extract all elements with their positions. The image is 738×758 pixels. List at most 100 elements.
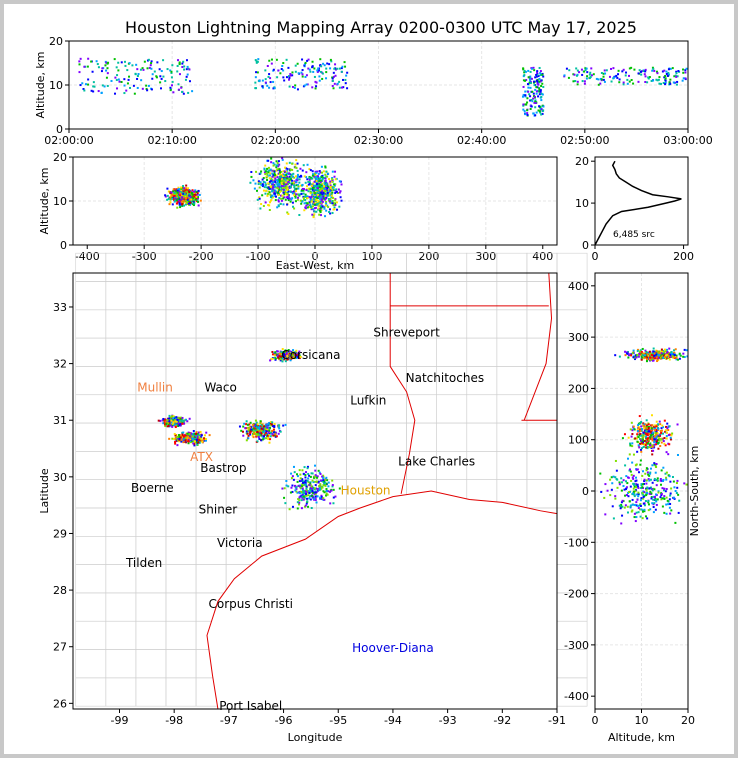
source-point: [279, 180, 282, 183]
source-point: [259, 420, 262, 423]
source-point: [268, 174, 271, 177]
source-point: [274, 431, 277, 434]
source-point: [624, 504, 627, 507]
source-point: [309, 203, 312, 206]
source-point: [322, 62, 325, 65]
source-point: [649, 442, 652, 445]
source-point: [311, 213, 314, 216]
source-point: [320, 165, 323, 168]
source-point: [529, 107, 532, 110]
source-point: [288, 197, 291, 200]
source-point: [661, 351, 664, 354]
source-point: [647, 423, 650, 426]
source-point: [298, 501, 301, 504]
source-point: [178, 73, 181, 76]
source-point: [137, 73, 140, 76]
source-point: [196, 438, 199, 441]
source-point: [106, 84, 109, 87]
source-point: [186, 193, 189, 196]
source-point: [660, 82, 663, 85]
source-point: [635, 356, 638, 359]
source-point: [339, 196, 342, 199]
source-point: [300, 192, 303, 195]
source-point: [331, 191, 334, 194]
source-point: [196, 443, 199, 446]
source-point: [276, 164, 279, 167]
source-point: [542, 105, 545, 108]
source-point: [647, 425, 650, 428]
source-point: [189, 438, 192, 441]
source-point: [312, 173, 315, 176]
source-point: [523, 71, 526, 74]
source-point: [538, 105, 541, 108]
source-point: [643, 423, 646, 426]
x-tick-label: -300: [132, 250, 157, 263]
source-point: [665, 471, 668, 474]
source-point: [296, 491, 299, 494]
source-point: [186, 73, 189, 76]
source-point: [249, 431, 252, 434]
source-point: [275, 160, 278, 163]
source-point: [624, 350, 627, 353]
source-point: [142, 68, 145, 71]
source-point: [294, 163, 297, 166]
source-point: [204, 439, 207, 442]
source-point: [181, 187, 184, 190]
source-point: [270, 179, 273, 182]
source-point: [274, 185, 277, 188]
source-point: [281, 348, 284, 351]
source-point: [267, 438, 270, 441]
source-point: [631, 429, 634, 432]
source-point: [277, 165, 280, 168]
x-tick-label: -91: [548, 714, 566, 727]
source-point: [289, 73, 292, 76]
source-point: [542, 109, 545, 112]
source-point: [639, 433, 642, 436]
source-point: [115, 66, 118, 69]
source-point: [187, 440, 190, 443]
source-point: [293, 484, 296, 487]
source-point: [178, 203, 181, 206]
source-point: [313, 199, 316, 202]
source-point: [583, 82, 586, 85]
source-point: [684, 69, 687, 72]
place-label: Houston: [341, 483, 391, 497]
source-point: [268, 427, 271, 430]
source-point: [266, 194, 269, 197]
source-point: [661, 424, 664, 427]
source-point: [321, 190, 324, 193]
source-point: [159, 419, 162, 422]
source-point: [196, 192, 199, 195]
source-point: [293, 471, 296, 474]
source-point: [639, 499, 642, 502]
source-point: [194, 437, 197, 440]
source-point: [136, 75, 139, 78]
source-point: [287, 213, 290, 216]
county-border: [135, 677, 167, 707]
source-point: [167, 425, 170, 428]
source-point: [291, 475, 294, 478]
source-point: [316, 495, 319, 498]
source-point: [635, 501, 638, 504]
source-point: [264, 201, 267, 204]
source-point: [612, 67, 615, 70]
source-point: [307, 190, 310, 193]
source-point: [286, 358, 289, 361]
source-point: [192, 200, 195, 203]
source-point: [316, 189, 319, 192]
source-point: [661, 354, 664, 357]
source-point: [644, 356, 647, 359]
y-tick-label: 10: [49, 79, 63, 92]
source-point: [170, 76, 173, 79]
source-point: [283, 186, 286, 189]
source-point: [677, 358, 680, 361]
source-point: [178, 419, 181, 422]
source-point: [181, 433, 184, 436]
source-point: [252, 423, 255, 426]
source-point: [317, 200, 320, 203]
source-point: [181, 66, 184, 69]
place-label: Hoover-Diana: [352, 641, 434, 655]
source-point: [627, 495, 630, 498]
source-point: [282, 179, 285, 182]
source-point: [327, 485, 330, 488]
